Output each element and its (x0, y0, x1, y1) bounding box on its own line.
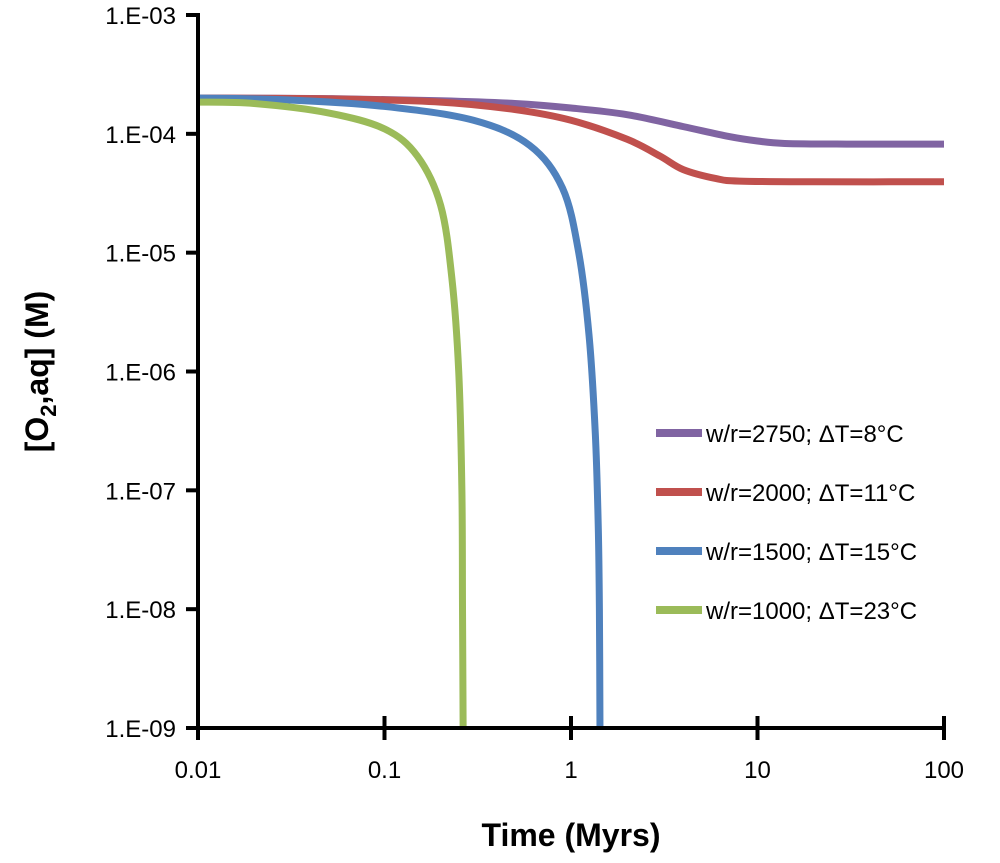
y-axis-title-rest: ,aq] (M) (19, 291, 55, 405)
y-tick-label: 1.E-03 (105, 3, 176, 30)
x-tick-label: 1 (564, 757, 577, 784)
y-tick-label: 1.E-08 (105, 597, 176, 624)
x-tick-label: 0.1 (368, 757, 401, 784)
x-tick-label: 10 (744, 757, 771, 784)
y-axis-title-subscript: 2 (36, 404, 61, 416)
x-tick-label: 0.01 (175, 757, 222, 784)
ticks-layer: 1.E-03 1.E-04 1.E-05 1.E-06 1.E-07 1.E-08 1.E-… (105, 3, 964, 784)
series-line-3 (197, 94, 604, 729)
series-line-2 (197, 94, 945, 186)
y-axis-title: [O2,aq] (M) (19, 291, 61, 453)
legend-label: w/r=2750; ΔT=8°C (705, 421, 904, 448)
y-tick-label: 1.E-06 (105, 360, 176, 387)
y-tick-label: 1.E-04 (105, 122, 176, 149)
legend-label: w/r=1000; ΔT=23°C (705, 598, 917, 625)
series-line-4 (197, 98, 467, 729)
y-axis-title-main: [O (19, 417, 55, 453)
y-tick-label: 1.E-07 (105, 478, 176, 505)
y-tick-label: 1.E-09 (105, 716, 176, 743)
x-tick-label: 100 (924, 757, 964, 784)
legend-label: w/r=1500; ΔT=15°C (705, 539, 917, 566)
x-axis-title: Time (Myrs) (481, 817, 660, 853)
y-tick-label: 1.E-05 (105, 241, 176, 268)
series-layer (197, 94, 945, 729)
legend: w/r=2750; ΔT=8°C w/r=2000; ΔT=11°C w/r=150… (656, 421, 917, 625)
legend-label: w/r=2000; ΔT=11°C (705, 480, 915, 507)
